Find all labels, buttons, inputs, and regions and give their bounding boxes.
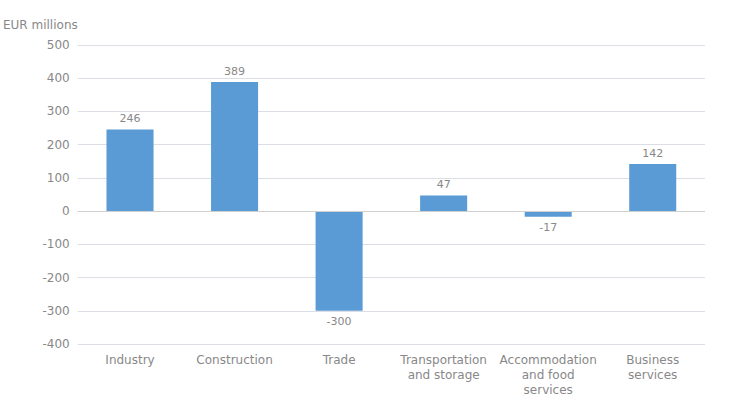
svg-text:0: 0 bbox=[62, 204, 70, 218]
svg-text:EUR millions: EUR millions bbox=[3, 18, 78, 32]
svg-text:100: 100 bbox=[47, 171, 70, 185]
svg-text:-100: -100 bbox=[43, 237, 70, 251]
svg-text:and food: and food bbox=[522, 368, 575, 382]
svg-text:Industry: Industry bbox=[105, 353, 154, 367]
svg-text:-200: -200 bbox=[43, 271, 70, 285]
svg-text:500: 500 bbox=[47, 38, 70, 52]
svg-text:-17: -17 bbox=[539, 221, 557, 234]
svg-text:389: 389 bbox=[224, 65, 245, 78]
svg-text:Business: Business bbox=[626, 353, 679, 367]
svg-text:400: 400 bbox=[47, 71, 70, 85]
svg-text:-300: -300 bbox=[327, 315, 352, 328]
svg-text:Transportation: Transportation bbox=[399, 353, 487, 367]
svg-text:200: 200 bbox=[47, 138, 70, 152]
svg-text:142: 142 bbox=[642, 147, 663, 160]
svg-text:and storage: and storage bbox=[408, 368, 480, 382]
svg-text:services: services bbox=[524, 383, 573, 397]
svg-text:47: 47 bbox=[437, 178, 451, 191]
svg-text:Accommodation: Accommodation bbox=[500, 353, 597, 367]
svg-text:services: services bbox=[628, 368, 677, 382]
svg-text:Trade: Trade bbox=[322, 353, 356, 367]
svg-text:Construction: Construction bbox=[196, 353, 272, 367]
svg-text:300: 300 bbox=[47, 104, 70, 118]
svg-text:246: 246 bbox=[120, 112, 141, 125]
svg-text:-400: -400 bbox=[43, 337, 70, 351]
svg-text:-300: -300 bbox=[43, 304, 70, 318]
